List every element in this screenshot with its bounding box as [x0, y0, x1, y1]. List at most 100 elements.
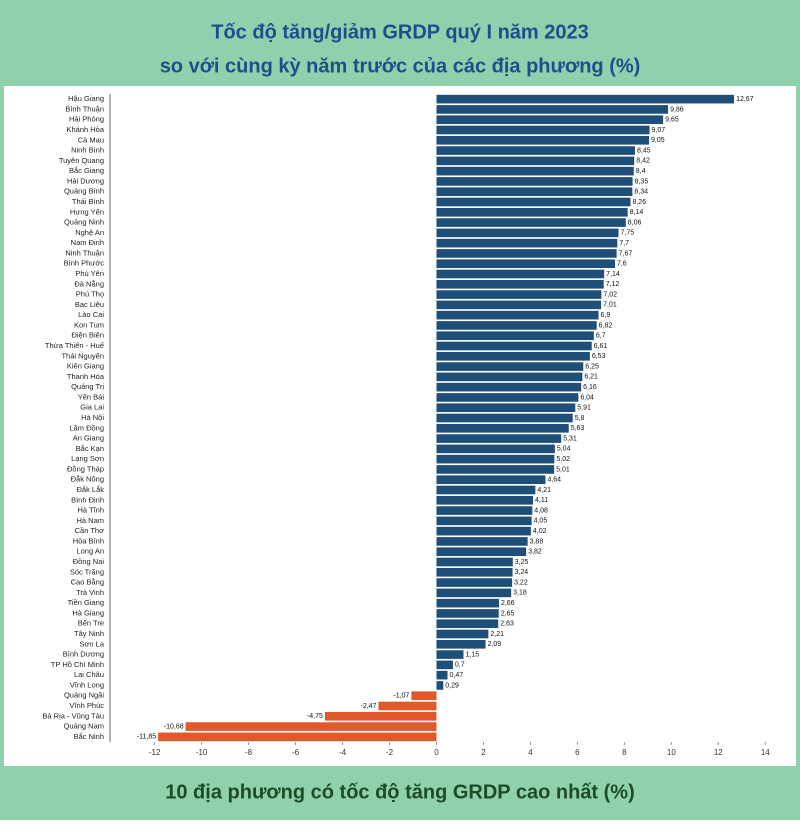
x-tick-label: 12 — [714, 748, 723, 757]
bar — [436, 372, 583, 382]
value-label: 8,34 — [634, 189, 648, 196]
x-tick-label: -6 — [292, 748, 300, 757]
bar — [436, 197, 631, 207]
y-tick-label: Bình Thuận — [65, 104, 104, 113]
y-tick-label: TP Hồ Chí Minh — [51, 660, 104, 669]
value-label: 2,65 — [501, 610, 515, 617]
y-tick-label: Hà Nội — [81, 413, 104, 422]
bar — [436, 506, 533, 515]
y-tick-label: Nghệ An — [75, 228, 104, 237]
value-label: 7,12 — [606, 281, 620, 288]
bar — [436, 279, 604, 289]
bar — [436, 177, 633, 186]
y-tick-label: Hòa Bình — [73, 536, 104, 545]
y-tick-label: Đắk Nông — [71, 475, 104, 484]
bar — [436, 588, 512, 598]
bar — [436, 578, 513, 587]
y-tick-label: Hải Phòng — [69, 115, 104, 124]
y-tick-label: Hải Dương — [67, 176, 104, 185]
value-label: 7,67 — [619, 250, 633, 257]
value-label: 6,16 — [583, 384, 597, 391]
y-tick-label: Lâm Đồng — [69, 423, 104, 432]
bar — [436, 413, 573, 423]
value-label: 1,15 — [465, 651, 479, 658]
bar — [185, 722, 437, 731]
value-label: 12,67 — [736, 96, 754, 103]
x-tick-label: 6 — [575, 748, 580, 757]
value-label: 6,53 — [592, 353, 606, 360]
bar — [436, 94, 735, 104]
bar — [436, 382, 582, 392]
bar — [411, 691, 437, 701]
y-tick-label: Bình Phước — [64, 259, 105, 268]
value-label: -4,75 — [307, 713, 323, 720]
value-label: 8,4 — [636, 168, 646, 175]
value-label: 6,25 — [585, 363, 599, 370]
y-tick-label: Gia Lai — [80, 403, 104, 412]
value-label: 3,25 — [515, 559, 529, 566]
bar — [436, 454, 555, 464]
value-label: 5,63 — [571, 425, 585, 432]
bar — [436, 321, 597, 330]
x-tick-label: 2 — [481, 748, 486, 757]
y-tick-label: Thái Bình — [72, 197, 104, 206]
y-tick-label: Bắc Ninh — [74, 732, 104, 741]
x-tick-label: 10 — [667, 748, 676, 757]
bar — [436, 485, 536, 495]
value-label: 7,02 — [603, 291, 617, 298]
bar — [436, 218, 626, 227]
value-label: 9,07 — [652, 127, 666, 134]
value-label: 6,9 — [601, 312, 611, 319]
y-tick-label: Bến Tre — [78, 619, 104, 628]
bar — [436, 115, 664, 125]
y-tick-label: Bà Rịa - Vũng Tàu — [42, 711, 104, 720]
y-tick-label: Quảng Ninh — [64, 218, 104, 227]
bar — [436, 681, 444, 690]
value-label: 0,7 — [455, 662, 465, 669]
y-tick-label: Thừa Thiên - Huế — [45, 341, 105, 350]
bar — [436, 526, 531, 536]
bar — [436, 537, 528, 546]
bar — [436, 660, 453, 670]
value-label: 2,66 — [501, 600, 515, 607]
y-tick-label: Hà Nam — [76, 516, 104, 525]
y-tick-label: Lào Cai — [78, 310, 104, 319]
bar — [436, 547, 527, 557]
y-tick-label: Nam Định — [71, 238, 104, 247]
bar — [436, 310, 599, 320]
y-tick-label: Hậu Giang — [68, 94, 104, 103]
x-tick-label: 8 — [622, 748, 627, 757]
chart-title: Tốc độ tăng/giảm GRDP quý I năm 2023 — [211, 21, 589, 43]
x-tick-label: 4 — [528, 748, 533, 757]
y-tick-label: Thái Nguyên — [61, 351, 104, 360]
bar — [158, 732, 437, 742]
y-tick-label: Bạc Liêu — [75, 300, 104, 309]
bar — [436, 269, 605, 279]
x-tick-label: -8 — [245, 748, 253, 757]
value-label: 6,82 — [599, 322, 613, 329]
bar — [436, 434, 562, 443]
bar — [436, 403, 576, 413]
x-tick-label: -2 — [386, 748, 394, 757]
value-label: 8,14 — [630, 209, 644, 216]
y-tick-label: Lạng Sơn — [71, 454, 104, 463]
y-tick-label: Tây Ninh — [74, 629, 104, 638]
y-tick-label: Điện Biên — [71, 331, 104, 340]
y-tick-label: Yên Bái — [78, 392, 105, 401]
value-label: 8,45 — [637, 147, 651, 154]
bar — [436, 156, 635, 166]
x-tick-label: -10 — [196, 748, 208, 757]
value-label: 6,61 — [594, 343, 608, 350]
x-tick-label: -12 — [149, 748, 161, 757]
plot-background — [4, 86, 796, 766]
value-label: 7,14 — [606, 271, 620, 278]
bar — [436, 331, 594, 341]
y-tick-label: Thanh Hóa — [67, 372, 105, 381]
y-tick-label: Hà Giang — [72, 608, 104, 617]
y-tick-label: Long An — [76, 547, 104, 556]
y-tick-label: Quảng Nam — [64, 722, 104, 731]
y-tick-label: Sóc Trăng — [70, 567, 104, 576]
y-tick-label: Quảng Ngãi — [64, 691, 104, 700]
